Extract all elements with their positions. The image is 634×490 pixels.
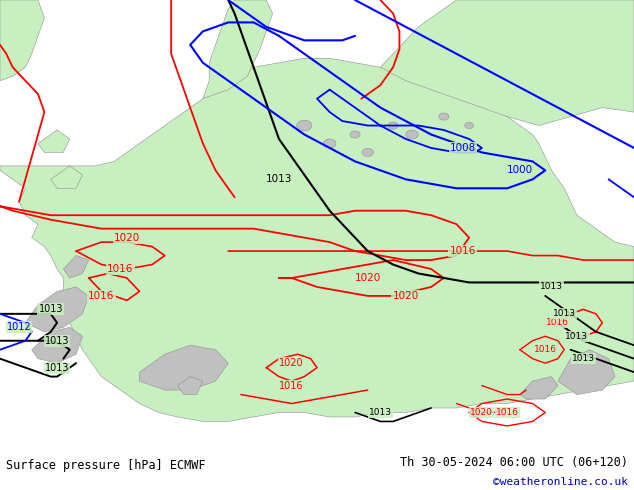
Polygon shape xyxy=(63,256,89,278)
Polygon shape xyxy=(139,345,228,390)
Text: 1016: 1016 xyxy=(547,318,569,327)
Text: 1016: 1016 xyxy=(450,246,476,256)
Polygon shape xyxy=(406,130,418,139)
Text: 1020: 1020 xyxy=(280,358,304,368)
Text: 1008: 1008 xyxy=(450,143,476,153)
Polygon shape xyxy=(38,130,70,152)
Text: Th 30-05-2024 06:00 UTC (06+120): Th 30-05-2024 06:00 UTC (06+120) xyxy=(399,456,628,469)
Polygon shape xyxy=(350,131,360,138)
Text: 1016: 1016 xyxy=(88,291,115,301)
Polygon shape xyxy=(178,377,203,394)
Text: 1013: 1013 xyxy=(553,309,576,318)
Polygon shape xyxy=(51,166,82,188)
Polygon shape xyxy=(297,120,312,131)
Polygon shape xyxy=(465,122,474,129)
Text: 1020: 1020 xyxy=(354,273,381,283)
Text: 1020: 1020 xyxy=(392,291,419,301)
Polygon shape xyxy=(25,287,89,332)
Polygon shape xyxy=(388,122,398,129)
Polygon shape xyxy=(380,0,634,125)
Text: 1013: 1013 xyxy=(572,354,595,363)
Text: 1013: 1013 xyxy=(369,408,392,417)
Polygon shape xyxy=(362,148,373,156)
Text: ©weatheronline.co.uk: ©weatheronline.co.uk xyxy=(493,477,628,487)
Text: 1013: 1013 xyxy=(45,363,69,373)
Text: 1013: 1013 xyxy=(45,336,69,346)
Text: 1016: 1016 xyxy=(496,408,519,417)
Text: 1020: 1020 xyxy=(113,233,140,243)
Text: 1000: 1000 xyxy=(507,165,533,175)
Text: 1013: 1013 xyxy=(540,282,563,292)
Polygon shape xyxy=(439,113,449,120)
Text: 1013: 1013 xyxy=(266,174,292,184)
Text: 1016: 1016 xyxy=(280,381,304,391)
Text: 1013: 1013 xyxy=(566,332,588,341)
Text: Surface pressure [hPa] ECMWF: Surface pressure [hPa] ECMWF xyxy=(6,459,206,471)
Text: 1013: 1013 xyxy=(39,304,63,315)
Text: 1020: 1020 xyxy=(470,408,493,417)
Polygon shape xyxy=(558,350,615,394)
Text: 1012: 1012 xyxy=(7,322,31,332)
Polygon shape xyxy=(520,377,558,399)
Polygon shape xyxy=(0,58,634,421)
Polygon shape xyxy=(323,139,336,148)
Polygon shape xyxy=(0,0,44,81)
Polygon shape xyxy=(203,0,273,98)
Text: 1016: 1016 xyxy=(107,264,134,274)
Text: 1016: 1016 xyxy=(534,345,557,354)
Polygon shape xyxy=(32,327,82,363)
